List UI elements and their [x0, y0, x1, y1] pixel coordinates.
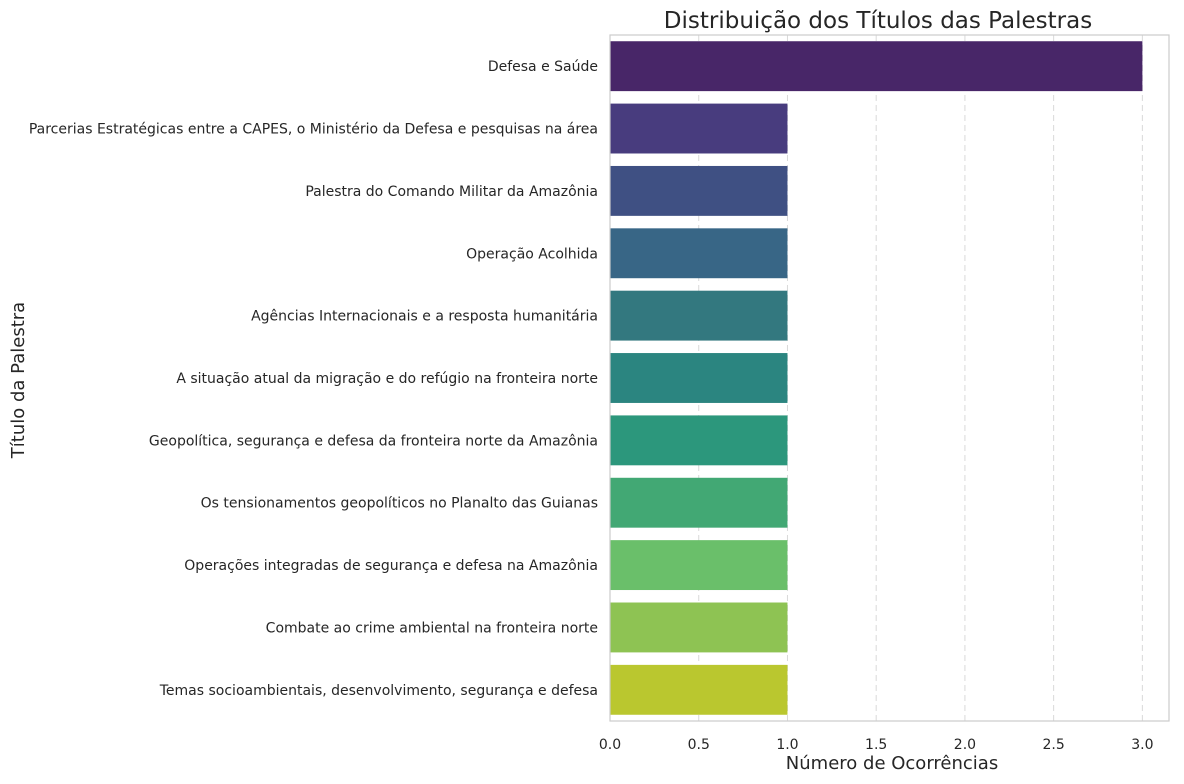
chart-title: Distribuição dos Títulos das Palestras: [664, 8, 1092, 34]
plot-frame: [609, 34, 1170, 722]
x-tick-label: 0.5: [688, 737, 710, 753]
category-label: A situação atual da migração e do refúgi…: [176, 371, 598, 387]
x-tick-labels: 0.0 0.5 1.0 1.5 2.0 2.5 3.0: [599, 737, 1154, 753]
category-label: Combate ao crime ambiental na fronteira …: [266, 620, 598, 636]
bar: [610, 165, 788, 216]
x-tick-label: 1.0: [776, 737, 798, 753]
x-tick-label: 2.0: [954, 737, 976, 753]
x-tick-label: 1.5: [865, 737, 887, 753]
x-tick-label: 3.0: [1131, 737, 1153, 753]
category-label: Defesa e Saúde: [488, 59, 598, 75]
bar: [610, 103, 788, 154]
x-axis-label: Número de Ocorrências: [786, 753, 998, 774]
bar: [610, 602, 788, 653]
category-label: Agências Internacionais e a resposta hum…: [251, 309, 598, 325]
category-label: Palestra do Comando Militar da Amazônia: [305, 184, 598, 200]
bar: [610, 477, 788, 528]
bar: [610, 415, 788, 466]
category-label: Parcerias Estratégicas entre a CAPES, o …: [29, 122, 598, 138]
bar: [610, 540, 788, 591]
bar: [610, 41, 1143, 92]
bars: [610, 41, 1143, 715]
bar: [610, 290, 788, 341]
y-axis-label: Título da Palestra: [8, 302, 29, 459]
category-label: Operação Acolhida: [466, 246, 598, 262]
category-labels: Defesa e Saúde Parcerias Estratégicas ent…: [29, 59, 598, 699]
category-label: Temas socioambientais, desenvolvimento, …: [159, 683, 598, 699]
bar: [610, 664, 788, 715]
category-label: Geopolítica, segurança e defesa da front…: [149, 433, 598, 449]
x-tick-label: 0.0: [599, 737, 621, 753]
bar: [610, 353, 788, 403]
category-label: Os tensionamentos geopolíticos no Planal…: [201, 496, 598, 512]
x-tick-label: 2.5: [1043, 737, 1065, 753]
category-label: Operações integradas de segurança e defe…: [184, 558, 598, 574]
bar: [610, 228, 788, 279]
